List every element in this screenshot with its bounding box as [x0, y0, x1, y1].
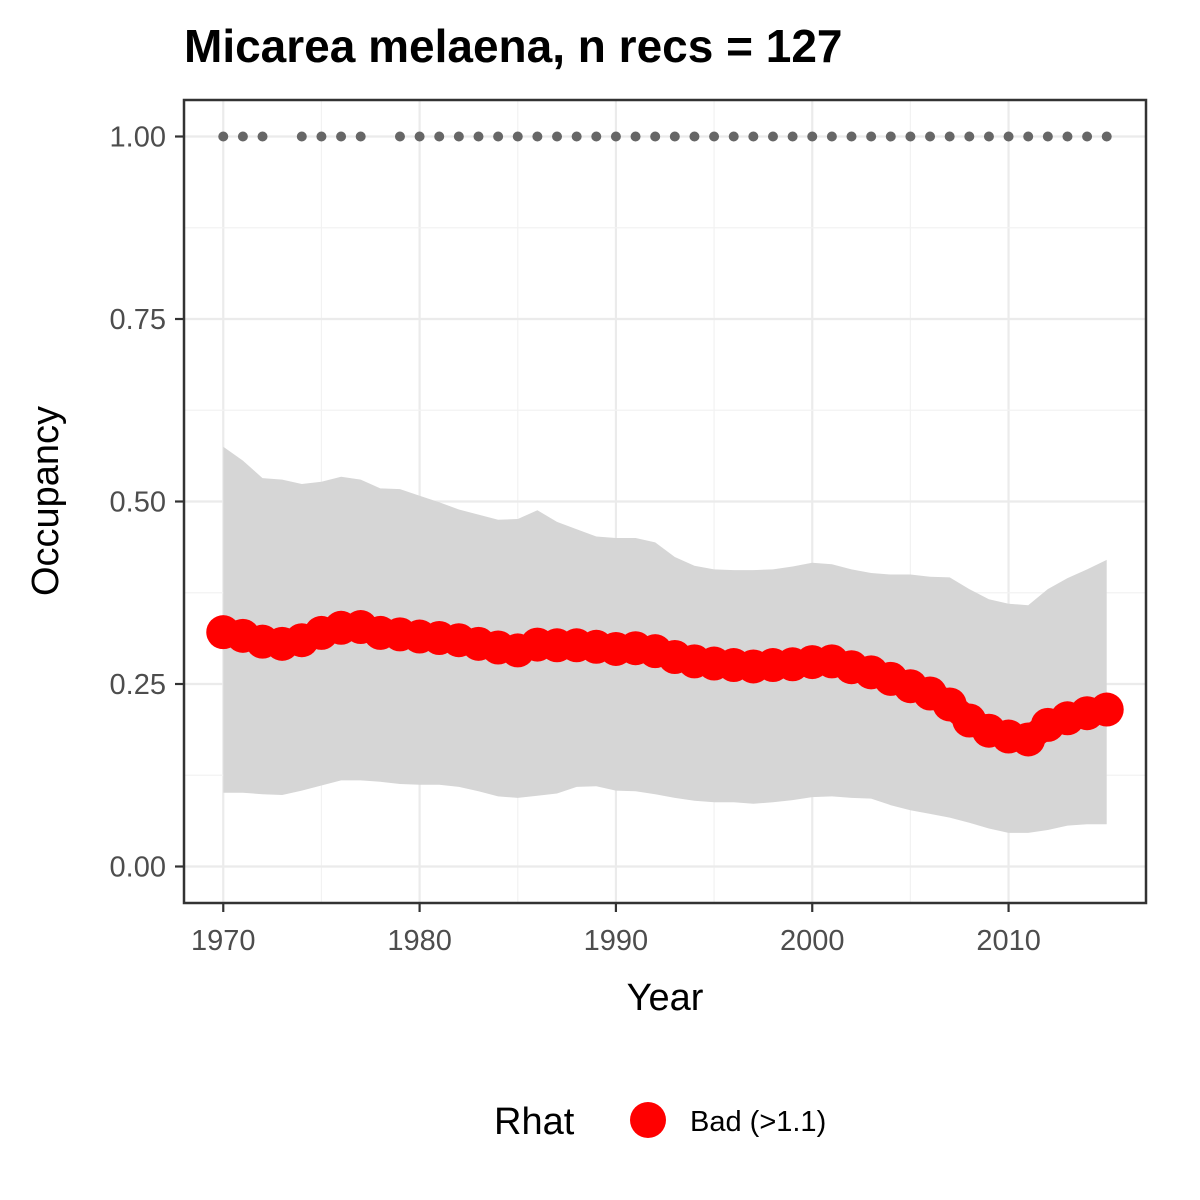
x-tick-label: 1970 [191, 925, 256, 957]
record-point [807, 131, 818, 142]
record-point [905, 131, 916, 142]
record-point [709, 131, 720, 142]
x-tick-label: 2010 [976, 925, 1041, 957]
record-point [1042, 131, 1053, 142]
chart-title: Micarea melaena, n recs = 127 [184, 20, 843, 72]
record-point [826, 131, 837, 142]
record-point [767, 131, 778, 142]
legend-label-bad: Bad (>1.1) [690, 1106, 826, 1138]
y-tick-label: 0.25 [110, 669, 166, 701]
record-point [571, 131, 582, 142]
record-point [493, 131, 504, 142]
y-tick-label: 0.75 [110, 304, 166, 336]
record-point [296, 131, 307, 142]
record-point [1101, 131, 1112, 142]
record-point [983, 131, 994, 142]
record-point [355, 131, 366, 142]
x-tick-label: 1990 [584, 925, 649, 957]
y-tick-label: 1.00 [110, 122, 166, 154]
record-point [473, 131, 484, 142]
record-point [336, 131, 347, 142]
record-point [316, 131, 327, 142]
record-point [964, 131, 975, 142]
x-axis: 1970 1980 1990 2000 2010 [191, 903, 1041, 957]
y-axis: 0.00 0.25 0.50 0.75 1.00 [110, 122, 184, 884]
record-point [237, 131, 248, 142]
x-tick-label: 2000 [780, 925, 845, 957]
mean-point [1089, 692, 1124, 727]
y-axis-title: Occupancy [25, 406, 67, 596]
record-point [944, 131, 955, 142]
record-point [1082, 131, 1093, 142]
record-point [591, 131, 602, 142]
y-tick-label: 0.00 [110, 852, 166, 884]
x-tick-label: 1980 [387, 925, 452, 957]
legend-key-bad [630, 1102, 666, 1138]
mean-points [206, 610, 1124, 757]
record-point [257, 131, 268, 142]
record-point [669, 131, 680, 142]
record-point [453, 131, 464, 142]
record-point [885, 131, 896, 142]
record-point [394, 131, 405, 142]
record-point [650, 131, 661, 142]
record-point [1023, 131, 1034, 142]
record-point [846, 131, 857, 142]
record-point [630, 131, 641, 142]
record-point [218, 131, 229, 142]
record-point [1003, 131, 1014, 142]
record-point [787, 131, 798, 142]
record-point [728, 131, 739, 142]
record-point [1062, 131, 1073, 142]
record-point [866, 131, 877, 142]
record-points [218, 131, 1112, 142]
record-point [689, 131, 700, 142]
record-point [748, 131, 759, 142]
legend-title: Rhat [494, 1101, 575, 1143]
record-point [414, 131, 425, 142]
record-point [532, 131, 543, 142]
legend: Rhat Bad (>1.1) [494, 1101, 826, 1143]
record-point [512, 131, 523, 142]
record-point [552, 131, 563, 142]
x-axis-title: Year [627, 977, 704, 1019]
record-point [925, 131, 936, 142]
record-point [434, 131, 445, 142]
y-tick-label: 0.50 [110, 487, 166, 519]
plot-area [182, 98, 1148, 905]
record-point [610, 131, 621, 142]
